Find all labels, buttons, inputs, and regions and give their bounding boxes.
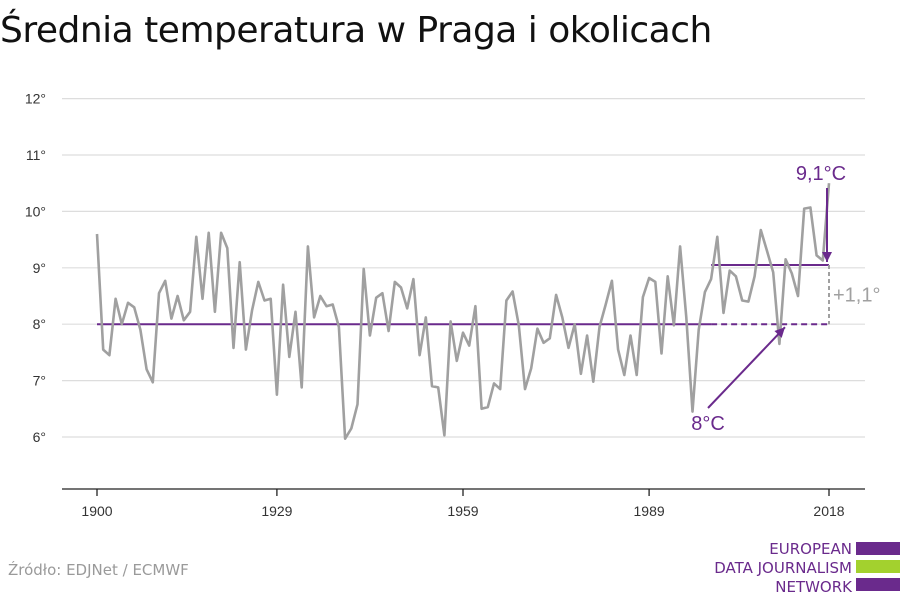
- x-tick-label: 1989: [634, 503, 665, 519]
- baseline-arrow-shaft: [707, 326, 786, 409]
- logo-line-1: EUROPEAN: [769, 540, 852, 558]
- edjnet-logo: EUROPEAN DATA JOURNALISM NETWORK: [690, 540, 900, 596]
- grid-lines: [62, 97, 865, 438]
- y-tick-label: 8°: [33, 316, 46, 332]
- difference-label: +1,1°: [833, 285, 880, 307]
- y-tick-label: 10°: [25, 203, 46, 219]
- y-tick-label: 6°: [33, 429, 46, 445]
- recent-mean-label: 9,1°C: [796, 163, 846, 185]
- temperature-series-line: [95, 183, 831, 441]
- x-tick-label: 1959: [447, 503, 478, 519]
- logo-bar-1: [856, 542, 900, 555]
- x-tick-label: 1929: [261, 503, 292, 519]
- x-axis: 1900 1929 1959 1989 2018: [62, 488, 865, 519]
- logo-line-2: DATA JOURNALISM: [714, 559, 852, 577]
- y-tick-label: 7°: [33, 373, 46, 389]
- series-layer: [95, 183, 831, 441]
- logo-line-3: NETWORK: [775, 578, 852, 596]
- y-tick-label: 11°: [26, 147, 46, 163]
- annotations: 8°C 9,1°C +1,1°: [691, 163, 880, 435]
- logo-bar-2: [856, 560, 900, 573]
- baseline-arrow-head: [774, 327, 785, 338]
- recent-mean-arrow-head: [822, 251, 832, 262]
- y-tick-label: 9°: [33, 260, 46, 276]
- y-tick-label: 12°: [25, 91, 46, 107]
- logo-bar-3: [856, 578, 900, 591]
- x-tick-label: 2018: [813, 503, 844, 519]
- chart-title: Średnia temperatura w Praga i okolicach: [0, 10, 712, 51]
- y-tick-labels: 6° 7° 8° 9° 10° 11° 12°: [25, 91, 46, 445]
- baseline-label: 8°C: [691, 413, 725, 435]
- x-tick-label: 1900: [81, 503, 112, 519]
- source-note: Źródło: EDJNet / ECMWF: [8, 561, 189, 579]
